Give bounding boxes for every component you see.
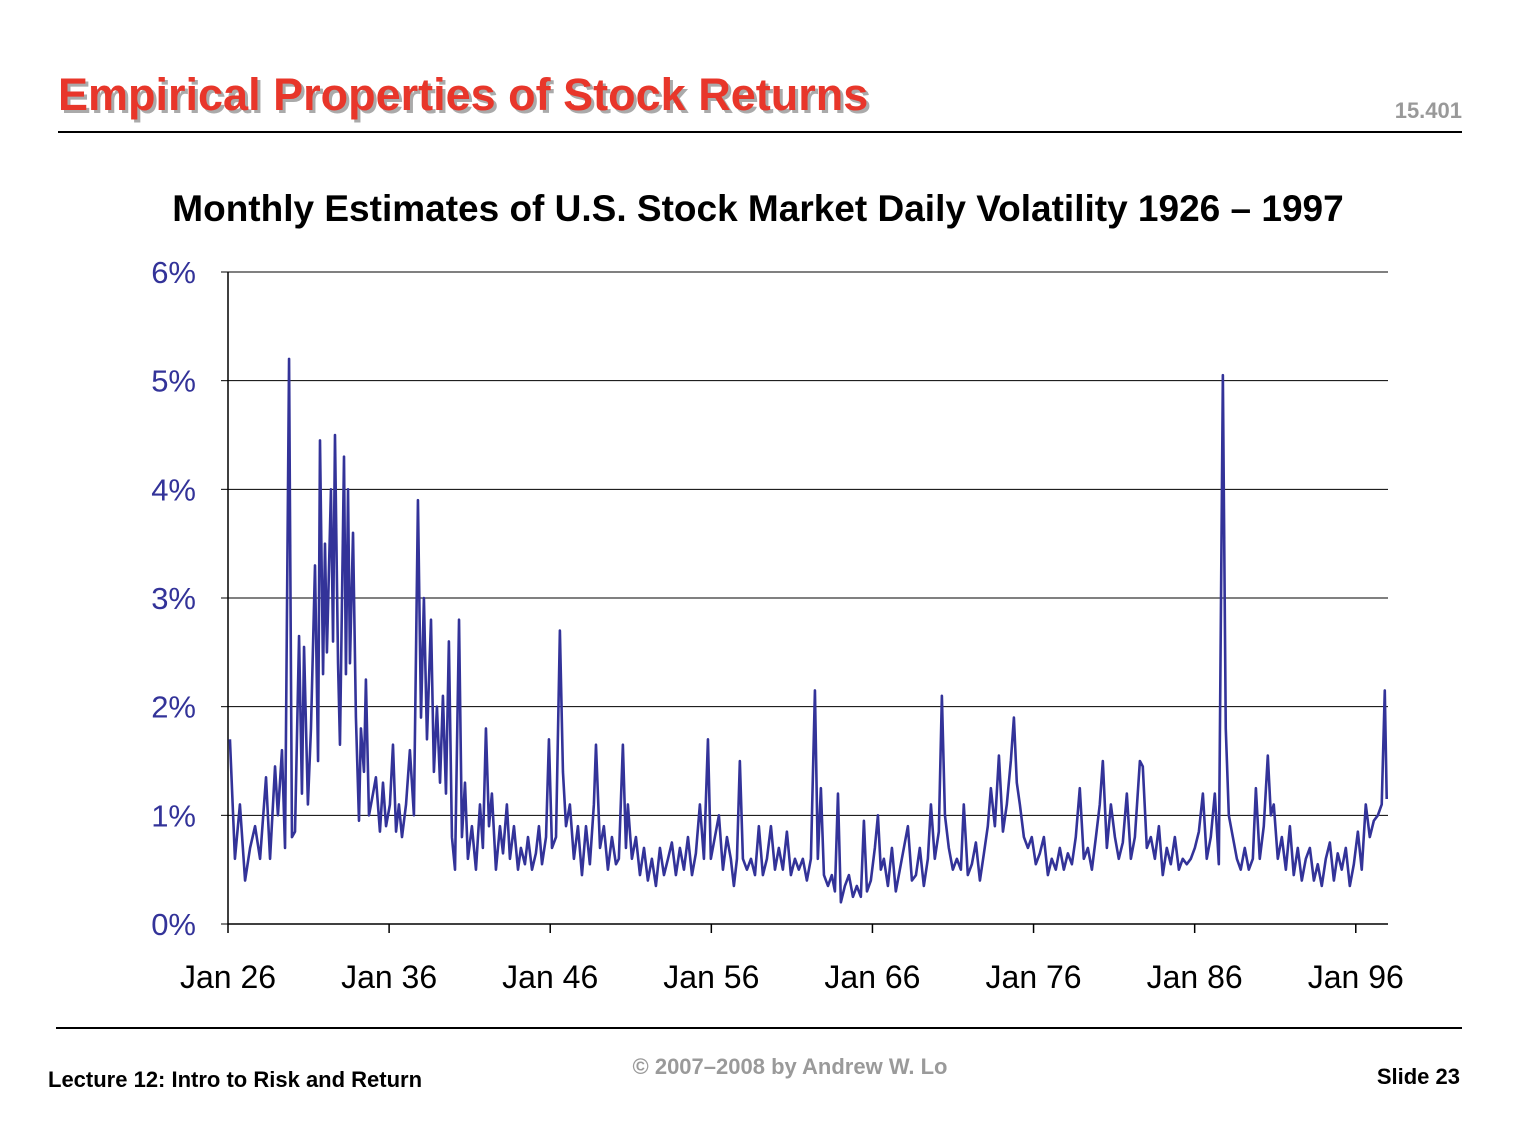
x-tick-label: Jan 46	[502, 959, 598, 995]
slide-title: Empirical Properties of Stock Returns	[58, 69, 868, 120]
y-tick-label: 5%	[151, 364, 196, 399]
y-tick-label: 2%	[151, 690, 196, 725]
footer-lecture: Lecture 12: Intro to Risk and Return	[48, 1067, 422, 1092]
y-tick-label: 3%	[151, 581, 196, 616]
footer-copyright: © 2007–2008 by Andrew W. Lo	[633, 1054, 948, 1079]
x-tick-label: Jan 26	[180, 959, 276, 995]
chart-title: Monthly Estimates of U.S. Stock Market D…	[172, 188, 1343, 229]
course-number: 15.401	[1395, 98, 1462, 123]
slide-title-shadow: Empirical Properties of Stock Returns	[61, 72, 871, 123]
x-tick-label: Jan 56	[663, 959, 759, 995]
y-tick-label: 0%	[151, 907, 196, 942]
x-tick-label: Jan 86	[1147, 959, 1243, 995]
y-tick-label: 6%	[151, 255, 196, 290]
y-tick-label: 1%	[151, 798, 196, 833]
footer-slide-number: Slide 23	[1377, 1064, 1460, 1089]
volatility-line	[228, 357, 1389, 904]
x-tick-label: Jan 96	[1308, 959, 1404, 995]
x-tick-label: Jan 66	[824, 959, 920, 995]
plot: 0% 1% 2% 3% 4% 5% 6% Jan 26 Jan 36 Jan 46 Jan 56 Ja…	[151, 255, 1404, 995]
y-tick-label: 4%	[151, 472, 196, 507]
x-tick-label: Jan 36	[341, 959, 437, 995]
x-tick-label: Jan 76	[986, 959, 1082, 995]
